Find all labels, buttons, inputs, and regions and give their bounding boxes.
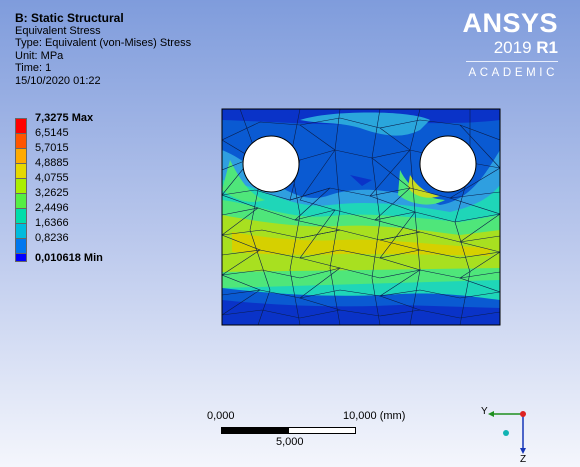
ansys-logo: ANSYS 2019 R1 ACADEMIC xyxy=(462,8,558,79)
scale-left-label: 0,000 xyxy=(207,410,235,422)
axis-triad[interactable]: Y Z xyxy=(478,402,538,464)
brand-version-year: 2019 xyxy=(493,38,532,57)
legend-swatch-9 xyxy=(15,253,27,262)
legend-label: 5,7015 xyxy=(35,142,69,154)
legend-label-min: 0,010618 Min xyxy=(35,252,103,264)
legend-label: 0,8236 xyxy=(35,232,69,244)
legend-label: 1,6366 xyxy=(35,217,69,229)
brand-name: ANSYS xyxy=(462,8,558,38)
analysis-title: B: Static Structural xyxy=(15,11,124,25)
brand-divider xyxy=(466,61,558,62)
legend-label: 3,2625 xyxy=(35,187,69,199)
legend-label: 4,0755 xyxy=(35,172,69,184)
legend-label-max: 7,3275 Max xyxy=(35,112,94,124)
brand-version-release: R1 xyxy=(536,38,558,57)
brand-version: 2019 R1 xyxy=(462,38,558,57)
result-info: B: Static Structural Equivalent Stress T… xyxy=(15,12,191,88)
legend-label: 2,4496 xyxy=(35,202,69,214)
scale-bar: 0,000 10,000 (mm) 5,000 xyxy=(205,410,405,460)
scale-bar-white xyxy=(288,427,356,434)
triad-z-label: Z xyxy=(520,454,526,464)
triad-y-label: Y xyxy=(481,406,488,417)
result-date: 15/10/2020 01:22 xyxy=(15,74,101,87)
result-time: Time: 1 xyxy=(15,62,52,75)
hole-right xyxy=(419,135,477,193)
hole-left xyxy=(242,135,300,193)
brand-edition: ACADEMIC xyxy=(468,67,558,79)
result-type: Type: Equivalent (von-Mises) Stress xyxy=(15,37,192,50)
result-unit: Unit: MPa xyxy=(15,49,64,62)
legend-label: 6,5145 xyxy=(35,127,69,139)
scale-mid-label: 5,000 xyxy=(276,436,304,448)
result-name: Equivalent Stress xyxy=(15,24,101,37)
scale-right-label: 10,000 (mm) xyxy=(343,410,406,422)
scale-bar-black xyxy=(221,427,289,434)
legend-label: 4,8885 xyxy=(35,157,69,169)
plate-outline xyxy=(221,108,501,326)
